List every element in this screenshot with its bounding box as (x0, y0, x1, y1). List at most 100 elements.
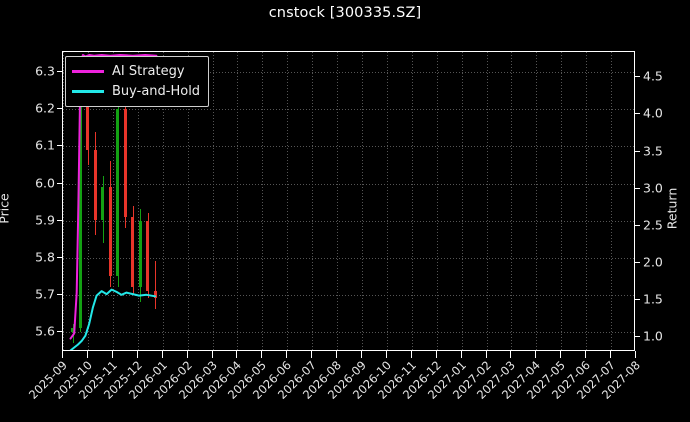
y-axis-left-tick-label: 5.8 (35, 249, 55, 265)
x-axis-tick (385, 351, 387, 358)
y-axis-left-tick-label: 5.6 (35, 323, 55, 339)
y-axis-left-tick-label: 5.9 (35, 212, 55, 227)
gridline-horizontal (63, 109, 634, 111)
candlestick-body (116, 109, 120, 277)
x-axis-tick (585, 351, 587, 358)
x-axis-tick (410, 351, 412, 358)
series-line-ai-strategy (69, 54, 158, 340)
candlestick-body (108, 187, 112, 277)
y-axis-left-tick (57, 182, 62, 184)
y-axis-left-tick (57, 71, 62, 73)
candlestick-body (131, 216, 135, 288)
chart-legend: AI Strategy Buy-and-Hold (65, 56, 210, 107)
candlestick-body (86, 68, 90, 151)
gridline-vertical (486, 52, 488, 350)
y-axis-right-tick-label: 1.0 (643, 328, 663, 344)
gridline-vertical (436, 52, 438, 350)
y-axis-right-tick (635, 76, 640, 78)
gridline-horizontal (63, 257, 634, 259)
gridline-horizontal (63, 183, 634, 185)
y-axis-right-tick-label: 2.0 (643, 254, 663, 270)
legend-item[interactable]: Buy-and-Hold (72, 81, 200, 101)
y-axis-left-tick (57, 330, 62, 332)
gridline-vertical (112, 52, 114, 350)
y-axis-right-tick-label: 3.5 (643, 143, 663, 158)
y-axis-left-tick-label: 6.1 (35, 137, 55, 153)
candlestick-body (78, 68, 82, 328)
x-axis-tick (236, 351, 238, 358)
gridline-vertical (63, 52, 64, 350)
y-axis-left-tick (57, 108, 62, 110)
x-axis-tick (560, 351, 562, 358)
y-axis-left-tick-label: 6.2 (35, 100, 55, 116)
gridline-vertical (87, 52, 89, 350)
y-axis-left-tick-label: 5.7 (35, 286, 55, 302)
gridline-horizontal (63, 72, 634, 74)
gridline-horizontal (63, 331, 634, 333)
gridline-vertical (586, 52, 588, 350)
gridline-vertical (137, 52, 139, 350)
y-axis-left-tick-label: 6.3 (35, 63, 55, 79)
y-axis-right-tick-label: 4.0 (643, 105, 663, 121)
gridline-horizontal (63, 220, 634, 222)
x-axis-tick (86, 351, 88, 358)
x-axis-tick (435, 351, 437, 358)
y-axis-right-tick (635, 336, 640, 338)
x-axis-tick (261, 351, 263, 358)
y-axis-left-tick (57, 219, 62, 221)
y-axis-right-tick (635, 113, 640, 115)
candlestick-body (101, 187, 105, 221)
candlestick-body (93, 150, 97, 221)
gridline-vertical (187, 52, 189, 350)
x-axis-tick (111, 351, 113, 358)
y-axis-left-tick-label: 6.0 (35, 175, 55, 190)
candlestick-body (71, 327, 75, 332)
y-axis-left-tick (57, 256, 62, 258)
gridline-vertical (411, 52, 413, 350)
y-axis-left-label: Price (0, 193, 12, 224)
series-overlay (69, 54, 158, 350)
x-axis-tick (535, 351, 537, 358)
legend-item[interactable]: AI Strategy (72, 61, 200, 81)
gridline-horizontal (63, 146, 634, 148)
y-axis-left-tick (57, 293, 62, 295)
gridline-vertical (362, 52, 363, 350)
legend-color-swatch (72, 69, 104, 73)
x-axis-tick (485, 351, 487, 358)
gridline-vertical (312, 52, 314, 350)
x-axis-tick (161, 351, 163, 358)
candlestick-body (146, 220, 150, 291)
gridline-vertical (337, 52, 338, 350)
gridline-vertical (386, 52, 388, 350)
gridline-vertical (561, 52, 563, 350)
plot-area (62, 51, 635, 351)
candlestick-body (153, 290, 157, 299)
x-axis-tick (136, 351, 138, 358)
gridline-vertical (262, 52, 264, 350)
y-axis-right-tick-label: 3.0 (643, 180, 663, 196)
y-axis-right-tick-label: 4.5 (643, 68, 663, 84)
y-axis-right-tick-label: 2.5 (643, 217, 663, 233)
x-axis-tick (610, 351, 612, 358)
x-axis-tick (286, 351, 288, 358)
legend-item-label: AI Strategy (112, 63, 185, 79)
y-axis-right-tick (635, 224, 640, 226)
gridline-vertical (287, 52, 289, 350)
x-axis-tick (186, 351, 188, 358)
y-axis-right-tick-label: 1.5 (643, 291, 663, 307)
gridline-horizontal (63, 294, 634, 296)
x-axis-tick (62, 351, 63, 358)
x-axis-tick (510, 351, 512, 358)
grid-lines (63, 52, 634, 350)
y-axis-right-tick (635, 150, 640, 152)
gridline-vertical (162, 52, 164, 350)
y-axis-left-tick (57, 145, 62, 147)
series-line-buy-and-hold (69, 288, 157, 350)
y-axis-right-tick (635, 187, 640, 189)
x-axis-tick (635, 351, 636, 358)
candlestick-body (123, 109, 127, 217)
legend-color-swatch (72, 89, 104, 93)
chart-title: cnstock [300335.SZ] (268, 5, 422, 21)
gridline-vertical (536, 52, 538, 350)
